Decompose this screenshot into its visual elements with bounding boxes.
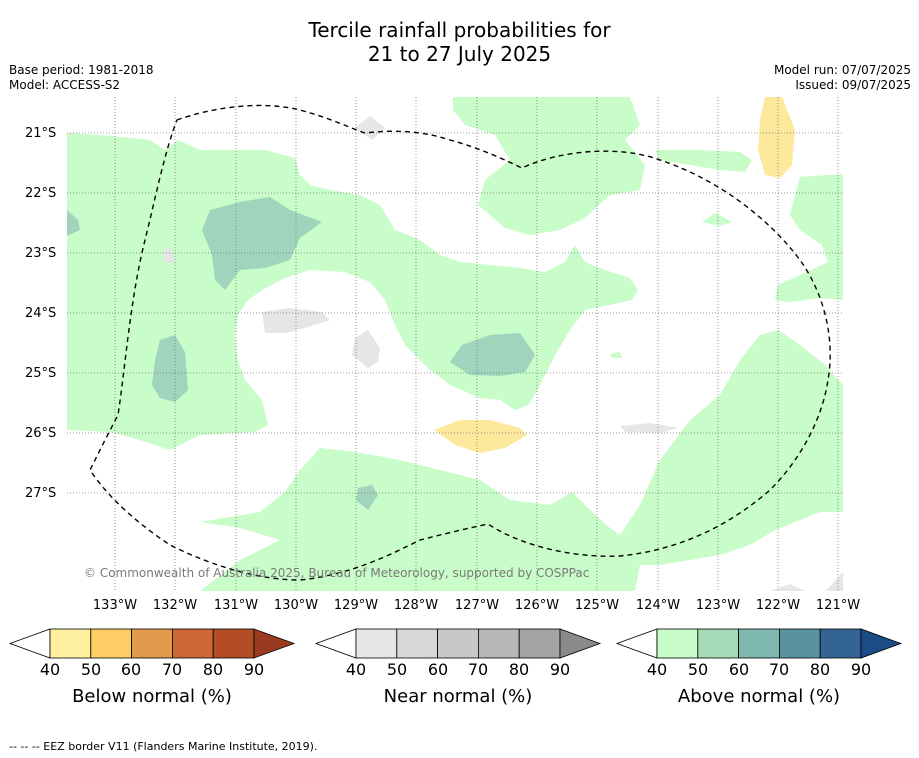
- cbar-swatch: [656, 628, 699, 659]
- lon-label: 122°W: [755, 598, 801, 613]
- lon-label: 127°W: [454, 598, 500, 613]
- cbar-tick: 50: [687, 660, 709, 679]
- near-normal-title: Near normal (%): [383, 686, 533, 707]
- cbar-tick: 40: [39, 660, 61, 679]
- lon-label: 128°W: [393, 598, 439, 613]
- cbar-swatch: [396, 628, 438, 659]
- lon-label: 124°W: [635, 598, 681, 613]
- lat-label: 22°S: [25, 186, 57, 201]
- near-normal-region: [826, 572, 843, 591]
- above-normal-region: [775, 174, 843, 302]
- issued-date: Issued: 09/07/2025: [795, 78, 911, 92]
- lat-label: 27°S: [25, 486, 57, 501]
- lon-label: 126°W: [514, 598, 560, 613]
- lon-label: 125°W: [574, 598, 620, 613]
- cbar-tick: 70: [467, 660, 489, 679]
- above-normal-strong-region: [152, 335, 188, 402]
- cbar-tick: 90: [243, 660, 265, 679]
- colorbars: [8, 628, 903, 659]
- cbar-tick: 60: [120, 660, 142, 679]
- cbar-tick: 80: [202, 660, 224, 679]
- lon-label: 121°W: [815, 598, 861, 613]
- eez-border: [89, 104, 831, 581]
- lon-label: 123°W: [695, 598, 741, 613]
- lon-label: 129°W: [333, 598, 379, 613]
- model-run: Model run: 07/07/2025: [773, 63, 911, 77]
- above-normal-region: [610, 352, 622, 358]
- lon-label: 133°W: [92, 598, 138, 613]
- cbar-extension-low: [314, 628, 357, 659]
- above-normal-title: Above normal (%): [677, 686, 841, 707]
- cbar-swatch: [49, 628, 92, 659]
- cbar-swatch: [697, 628, 739, 659]
- probability-map: [67, 97, 843, 591]
- cbar-tick: 60: [427, 660, 449, 679]
- cbar-tick: 80: [809, 660, 831, 679]
- below-normal-region: [434, 420, 527, 453]
- above-normal-region: [67, 245, 175, 378]
- cbar-tick: 40: [646, 660, 668, 679]
- cbar-extension-low: [8, 628, 51, 659]
- cbar-tick: 50: [80, 660, 102, 679]
- cbar-swatch: [477, 628, 520, 659]
- cbar-tick: 80: [508, 660, 530, 679]
- cbar-swatch: [518, 628, 561, 659]
- lat-gridlines: [67, 132, 843, 494]
- cbar-tick: 70: [161, 660, 183, 679]
- cbar-swatch: [212, 628, 255, 659]
- cbar-tick: 90: [850, 660, 872, 679]
- lat-label: 23°S: [25, 246, 57, 261]
- near-normal-region: [620, 423, 678, 433]
- cbar-extension-high: [860, 628, 903, 659]
- lon-label: 131°W: [213, 598, 259, 613]
- chart-title: Tercile rainfall probabilities for 21 to…: [0, 18, 919, 66]
- meta-right: Model run: 07/07/2025 Issued: 09/07/2025: [774, 63, 911, 93]
- cbar-swatch: [90, 628, 133, 659]
- above-normal-region: [702, 213, 732, 226]
- cbar-tick: 60: [728, 660, 750, 679]
- lat-label: 25°S: [25, 366, 57, 381]
- title-line-1: Tercile rainfall probabilities for: [308, 18, 611, 42]
- cbar-extension-high: [253, 628, 296, 659]
- lat-label: 26°S: [25, 426, 57, 441]
- above-normal-region: [655, 150, 752, 172]
- below-normal-title: Below normal (%): [72, 686, 232, 707]
- cbar-tick: 40: [345, 660, 367, 679]
- base-period: Base period: 1981-2018: [9, 63, 154, 77]
- eez-footnote: -- -- -- EEZ border V11 (Flanders Marine…: [9, 740, 318, 753]
- cbar-tick: 70: [768, 660, 790, 679]
- cbar-swatch: [355, 628, 398, 659]
- meta-left: Base period: 1981-2018 Model: ACCESS-S2: [9, 63, 154, 93]
- cbar-tick: 50: [386, 660, 408, 679]
- cbar-swatch: [171, 628, 214, 659]
- below-normal-region: [758, 97, 795, 178]
- cbar-swatch: [131, 628, 173, 659]
- lon-gridlines: [114, 97, 839, 591]
- cbar-extension-high: [559, 628, 602, 659]
- above-normal-region: [453, 97, 645, 235]
- above-normal-strong-region: [67, 210, 80, 236]
- near-normal-region: [262, 308, 330, 333]
- above-normal-strong-region: [202, 197, 322, 290]
- lat-label: 24°S: [25, 306, 57, 321]
- lat-label: 21°S: [25, 126, 57, 141]
- model-name: Model: ACCESS-S2: [9, 78, 121, 92]
- cbar-tick: 90: [549, 660, 571, 679]
- cbar-swatch: [437, 628, 479, 659]
- above-normal-strong-region: [356, 485, 378, 510]
- near-normal-region: [770, 584, 805, 591]
- cbar-swatch: [819, 628, 862, 659]
- cbar-swatch: [779, 628, 821, 659]
- lon-label: 130°W: [273, 598, 319, 613]
- near-normal-region: [352, 330, 380, 368]
- above-normal-strong-region: [450, 333, 535, 376]
- near-normal-region: [355, 116, 385, 140]
- near-normal-region: [163, 247, 175, 263]
- above-normal-region: [200, 330, 843, 591]
- lon-label: 132°W: [152, 598, 198, 613]
- cbar-extension-low: [615, 628, 658, 659]
- title-line-2: 21 to 27 July 2025: [367, 42, 552, 66]
- cbar-swatch: [738, 628, 780, 659]
- copyright-notice: © Commonwealth of Australia 2025, Bureau…: [84, 566, 590, 580]
